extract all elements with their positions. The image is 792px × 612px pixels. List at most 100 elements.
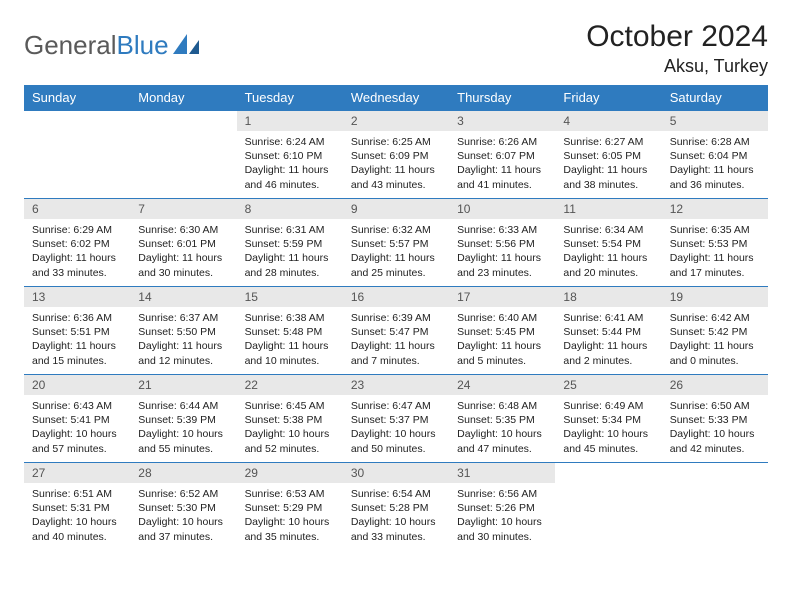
day-data: Sunrise: 6:54 AMSunset: 5:28 PMDaylight:… bbox=[343, 483, 449, 550]
day-data: Sunrise: 6:42 AMSunset: 5:42 PMDaylight:… bbox=[662, 307, 768, 374]
day-number: 8 bbox=[237, 199, 343, 219]
day-number: 11 bbox=[555, 199, 661, 219]
calendar-day-cell: 11Sunrise: 6:34 AMSunset: 5:54 PMDayligh… bbox=[555, 199, 661, 287]
calendar-row: 13Sunrise: 6:36 AMSunset: 5:51 PMDayligh… bbox=[24, 287, 768, 375]
day-data: Sunrise: 6:37 AMSunset: 5:50 PMDaylight:… bbox=[130, 307, 236, 374]
day-number: 31 bbox=[449, 463, 555, 483]
day-data: Sunrise: 6:56 AMSunset: 5:26 PMDaylight:… bbox=[449, 483, 555, 550]
weekday-header: Wednesday bbox=[343, 85, 449, 111]
calendar-day-cell: 22Sunrise: 6:45 AMSunset: 5:38 PMDayligh… bbox=[237, 375, 343, 463]
day-number: 18 bbox=[555, 287, 661, 307]
day-number: 10 bbox=[449, 199, 555, 219]
calendar-day-cell: 28Sunrise: 6:52 AMSunset: 5:30 PMDayligh… bbox=[130, 463, 236, 551]
calendar-day-cell: 2Sunrise: 6:25 AMSunset: 6:09 PMDaylight… bbox=[343, 111, 449, 199]
day-data: Sunrise: 6:48 AMSunset: 5:35 PMDaylight:… bbox=[449, 395, 555, 462]
calendar-day-cell: 26Sunrise: 6:50 AMSunset: 5:33 PMDayligh… bbox=[662, 375, 768, 463]
calendar-day-cell: 3Sunrise: 6:26 AMSunset: 6:07 PMDaylight… bbox=[449, 111, 555, 199]
calendar-body: 1Sunrise: 6:24 AMSunset: 6:10 PMDaylight… bbox=[24, 111, 768, 551]
calendar-day-cell: 16Sunrise: 6:39 AMSunset: 5:47 PMDayligh… bbox=[343, 287, 449, 375]
day-number: 25 bbox=[555, 375, 661, 395]
calendar-day-cell: 25Sunrise: 6:49 AMSunset: 5:34 PMDayligh… bbox=[555, 375, 661, 463]
day-number: 12 bbox=[662, 199, 768, 219]
day-data: Sunrise: 6:43 AMSunset: 5:41 PMDaylight:… bbox=[24, 395, 130, 462]
day-data: Sunrise: 6:28 AMSunset: 6:04 PMDaylight:… bbox=[662, 131, 768, 198]
day-data: Sunrise: 6:51 AMSunset: 5:31 PMDaylight:… bbox=[24, 483, 130, 550]
day-data: Sunrise: 6:44 AMSunset: 5:39 PMDaylight:… bbox=[130, 395, 236, 462]
day-number: 23 bbox=[343, 375, 449, 395]
day-number: 28 bbox=[130, 463, 236, 483]
calendar-empty-cell bbox=[555, 463, 661, 551]
calendar-row: 27Sunrise: 6:51 AMSunset: 5:31 PMDayligh… bbox=[24, 463, 768, 551]
calendar-table: SundayMondayTuesdayWednesdayThursdayFrid… bbox=[24, 85, 768, 551]
day-number: 6 bbox=[24, 199, 130, 219]
day-number: 5 bbox=[662, 111, 768, 131]
title-block: October 2024 Aksu, Turkey bbox=[586, 20, 768, 77]
calendar-day-cell: 5Sunrise: 6:28 AMSunset: 6:04 PMDaylight… bbox=[662, 111, 768, 199]
day-number: 7 bbox=[130, 199, 236, 219]
calendar-day-cell: 4Sunrise: 6:27 AMSunset: 6:05 PMDaylight… bbox=[555, 111, 661, 199]
day-data: Sunrise: 6:26 AMSunset: 6:07 PMDaylight:… bbox=[449, 131, 555, 198]
calendar-day-cell: 6Sunrise: 6:29 AMSunset: 6:02 PMDaylight… bbox=[24, 199, 130, 287]
day-number: 30 bbox=[343, 463, 449, 483]
day-number: 1 bbox=[237, 111, 343, 131]
calendar-day-cell: 23Sunrise: 6:47 AMSunset: 5:37 PMDayligh… bbox=[343, 375, 449, 463]
logo-word-general: General bbox=[24, 30, 117, 61]
calendar-header-row: SundayMondayTuesdayWednesdayThursdayFrid… bbox=[24, 85, 768, 111]
logo-sail-icon bbox=[173, 30, 201, 61]
weekday-header: Tuesday bbox=[237, 85, 343, 111]
logo: GeneralBlue bbox=[24, 20, 201, 61]
calendar-day-cell: 12Sunrise: 6:35 AMSunset: 5:53 PMDayligh… bbox=[662, 199, 768, 287]
calendar-day-cell: 13Sunrise: 6:36 AMSunset: 5:51 PMDayligh… bbox=[24, 287, 130, 375]
calendar-row: 1Sunrise: 6:24 AMSunset: 6:10 PMDaylight… bbox=[24, 111, 768, 199]
day-data: Sunrise: 6:29 AMSunset: 6:02 PMDaylight:… bbox=[24, 219, 130, 286]
calendar-row: 20Sunrise: 6:43 AMSunset: 5:41 PMDayligh… bbox=[24, 375, 768, 463]
calendar-empty-cell bbox=[24, 111, 130, 199]
calendar-day-cell: 15Sunrise: 6:38 AMSunset: 5:48 PMDayligh… bbox=[237, 287, 343, 375]
calendar-empty-cell bbox=[130, 111, 236, 199]
day-data: Sunrise: 6:30 AMSunset: 6:01 PMDaylight:… bbox=[130, 219, 236, 286]
day-data: Sunrise: 6:34 AMSunset: 5:54 PMDaylight:… bbox=[555, 219, 661, 286]
day-data: Sunrise: 6:53 AMSunset: 5:29 PMDaylight:… bbox=[237, 483, 343, 550]
day-data: Sunrise: 6:38 AMSunset: 5:48 PMDaylight:… bbox=[237, 307, 343, 374]
day-data: Sunrise: 6:25 AMSunset: 6:09 PMDaylight:… bbox=[343, 131, 449, 198]
calendar-empty-cell bbox=[662, 463, 768, 551]
calendar-day-cell: 17Sunrise: 6:40 AMSunset: 5:45 PMDayligh… bbox=[449, 287, 555, 375]
day-number: 29 bbox=[237, 463, 343, 483]
day-number: 27 bbox=[24, 463, 130, 483]
calendar-day-cell: 19Sunrise: 6:42 AMSunset: 5:42 PMDayligh… bbox=[662, 287, 768, 375]
day-number: 20 bbox=[24, 375, 130, 395]
day-data: Sunrise: 6:27 AMSunset: 6:05 PMDaylight:… bbox=[555, 131, 661, 198]
calendar-day-cell: 7Sunrise: 6:30 AMSunset: 6:01 PMDaylight… bbox=[130, 199, 236, 287]
calendar-day-cell: 18Sunrise: 6:41 AMSunset: 5:44 PMDayligh… bbox=[555, 287, 661, 375]
day-data: Sunrise: 6:36 AMSunset: 5:51 PMDaylight:… bbox=[24, 307, 130, 374]
calendar-day-cell: 8Sunrise: 6:31 AMSunset: 5:59 PMDaylight… bbox=[237, 199, 343, 287]
day-data: Sunrise: 6:35 AMSunset: 5:53 PMDaylight:… bbox=[662, 219, 768, 286]
weekday-header: Monday bbox=[130, 85, 236, 111]
day-data: Sunrise: 6:45 AMSunset: 5:38 PMDaylight:… bbox=[237, 395, 343, 462]
weekday-header: Friday bbox=[555, 85, 661, 111]
calendar-day-cell: 31Sunrise: 6:56 AMSunset: 5:26 PMDayligh… bbox=[449, 463, 555, 551]
day-number: 13 bbox=[24, 287, 130, 307]
day-data: Sunrise: 6:33 AMSunset: 5:56 PMDaylight:… bbox=[449, 219, 555, 286]
calendar-day-cell: 9Sunrise: 6:32 AMSunset: 5:57 PMDaylight… bbox=[343, 199, 449, 287]
day-data: Sunrise: 6:47 AMSunset: 5:37 PMDaylight:… bbox=[343, 395, 449, 462]
day-number: 16 bbox=[343, 287, 449, 307]
location: Aksu, Turkey bbox=[586, 56, 768, 77]
day-number: 17 bbox=[449, 287, 555, 307]
logo-word-blue: Blue bbox=[117, 30, 169, 61]
day-number: 14 bbox=[130, 287, 236, 307]
day-number: 3 bbox=[449, 111, 555, 131]
calendar-day-cell: 29Sunrise: 6:53 AMSunset: 5:29 PMDayligh… bbox=[237, 463, 343, 551]
calendar-day-cell: 30Sunrise: 6:54 AMSunset: 5:28 PMDayligh… bbox=[343, 463, 449, 551]
day-number: 26 bbox=[662, 375, 768, 395]
day-number: 19 bbox=[662, 287, 768, 307]
day-data: Sunrise: 6:32 AMSunset: 5:57 PMDaylight:… bbox=[343, 219, 449, 286]
day-number: 9 bbox=[343, 199, 449, 219]
day-number: 21 bbox=[130, 375, 236, 395]
day-number: 22 bbox=[237, 375, 343, 395]
day-number: 24 bbox=[449, 375, 555, 395]
day-data: Sunrise: 6:52 AMSunset: 5:30 PMDaylight:… bbox=[130, 483, 236, 550]
calendar-day-cell: 24Sunrise: 6:48 AMSunset: 5:35 PMDayligh… bbox=[449, 375, 555, 463]
day-data: Sunrise: 6:49 AMSunset: 5:34 PMDaylight:… bbox=[555, 395, 661, 462]
calendar-day-cell: 21Sunrise: 6:44 AMSunset: 5:39 PMDayligh… bbox=[130, 375, 236, 463]
